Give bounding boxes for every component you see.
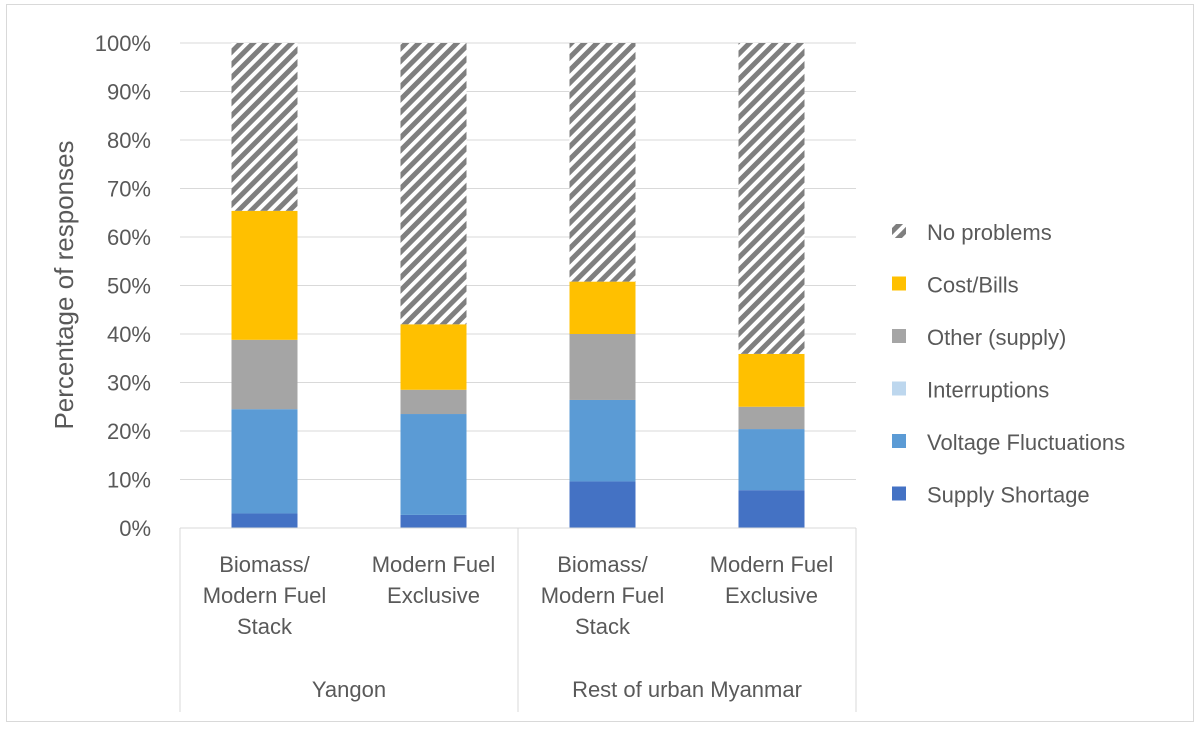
y-tick-label: 90% <box>107 80 151 105</box>
legend-label: Cost/Bills <box>927 273 1019 298</box>
bar-segment-cost-bills <box>569 281 636 334</box>
bar-segment-cost-bills <box>738 353 805 407</box>
y-axis-ticks: 0% 10% 20% 30% 40% 50% 60% 70% 80% 90% 100% <box>95 31 151 541</box>
x-tick-label: Biomass/ <box>557 552 648 577</box>
y-tick-label: 20% <box>107 419 151 444</box>
y-tick-label: 80% <box>107 128 151 153</box>
x-group-label: Yangon <box>312 677 386 702</box>
legend-label: Supply Shortage <box>927 483 1090 508</box>
legend-swatch <box>892 224 906 238</box>
bar-segment-no-problems <box>738 43 805 354</box>
legend-label: Interruptions <box>927 378 1049 403</box>
bars <box>231 43 805 528</box>
x-tick-label: Stack <box>237 614 293 639</box>
legend: No problems Cost/Bills Other (supply) Inter… <box>892 220 1125 508</box>
bar-segment-no-problems <box>569 43 636 282</box>
legend-label: Voltage Fluctuations <box>927 430 1125 455</box>
x-tick-label: Modern Fuel <box>541 583 665 608</box>
bar-segment-no-problems <box>400 43 467 325</box>
bar-segment-other-supply <box>569 334 636 400</box>
x-tick-label: Modern Fuel <box>372 552 496 577</box>
bar-segment-voltage-fluctuations <box>400 414 467 515</box>
x-tick-label: Exclusive <box>725 583 818 608</box>
x-axis: Biomass/Modern Fuel Stack Modern Fuel Exclu… <box>179 527 857 712</box>
bar-segment-cost-bills <box>400 324 467 390</box>
legend-swatch <box>892 486 906 501</box>
bar-segment-supply-shortage <box>400 514 467 528</box>
y-tick-label: 70% <box>107 177 151 202</box>
bar-segment-supply-shortage <box>738 490 805 528</box>
y-tick-label: 30% <box>107 371 151 396</box>
legend-swatch <box>892 276 906 291</box>
bar-segment-voltage-fluctuations <box>569 399 636 482</box>
y-tick-label: 50% <box>107 274 151 299</box>
bar-segment-cost-bills <box>231 210 298 340</box>
y-tick-label: 10% <box>107 468 151 493</box>
bar-segment-supply-shortage <box>231 513 298 528</box>
legend-label: Other (supply) <box>927 325 1066 350</box>
y-tick-label: 0% <box>119 516 151 541</box>
bar-segment-supply-shortage <box>569 481 636 528</box>
x-tick-label: Modern Fuel <box>203 583 327 608</box>
y-tick-label: 100% <box>95 31 151 56</box>
bar-segment-no-problems <box>231 43 298 211</box>
bar-segment-other-supply <box>231 339 298 410</box>
y-tick-label: 40% <box>107 322 151 347</box>
legend-label: No problems <box>927 220 1052 245</box>
x-tick-label: Modern Fuel <box>710 552 834 577</box>
bar-segment-other-supply <box>738 406 805 430</box>
bar-segment-voltage-fluctuations <box>231 409 298 514</box>
legend-swatch <box>892 381 906 396</box>
y-tick-label: 60% <box>107 225 151 250</box>
y-axis-label: Percentage of responses <box>49 140 79 429</box>
legend-swatch <box>892 434 906 448</box>
x-tick-label: Stack <box>575 614 631 639</box>
bar-segment-other-supply <box>400 389 467 415</box>
x-tick-label: Exclusive <box>387 583 480 608</box>
x-tick-label: Biomass/ <box>219 552 310 577</box>
legend-swatch <box>892 329 906 343</box>
x-group-label: Rest of urban Myanmar <box>572 677 802 702</box>
bar-segment-voltage-fluctuations <box>738 429 805 491</box>
